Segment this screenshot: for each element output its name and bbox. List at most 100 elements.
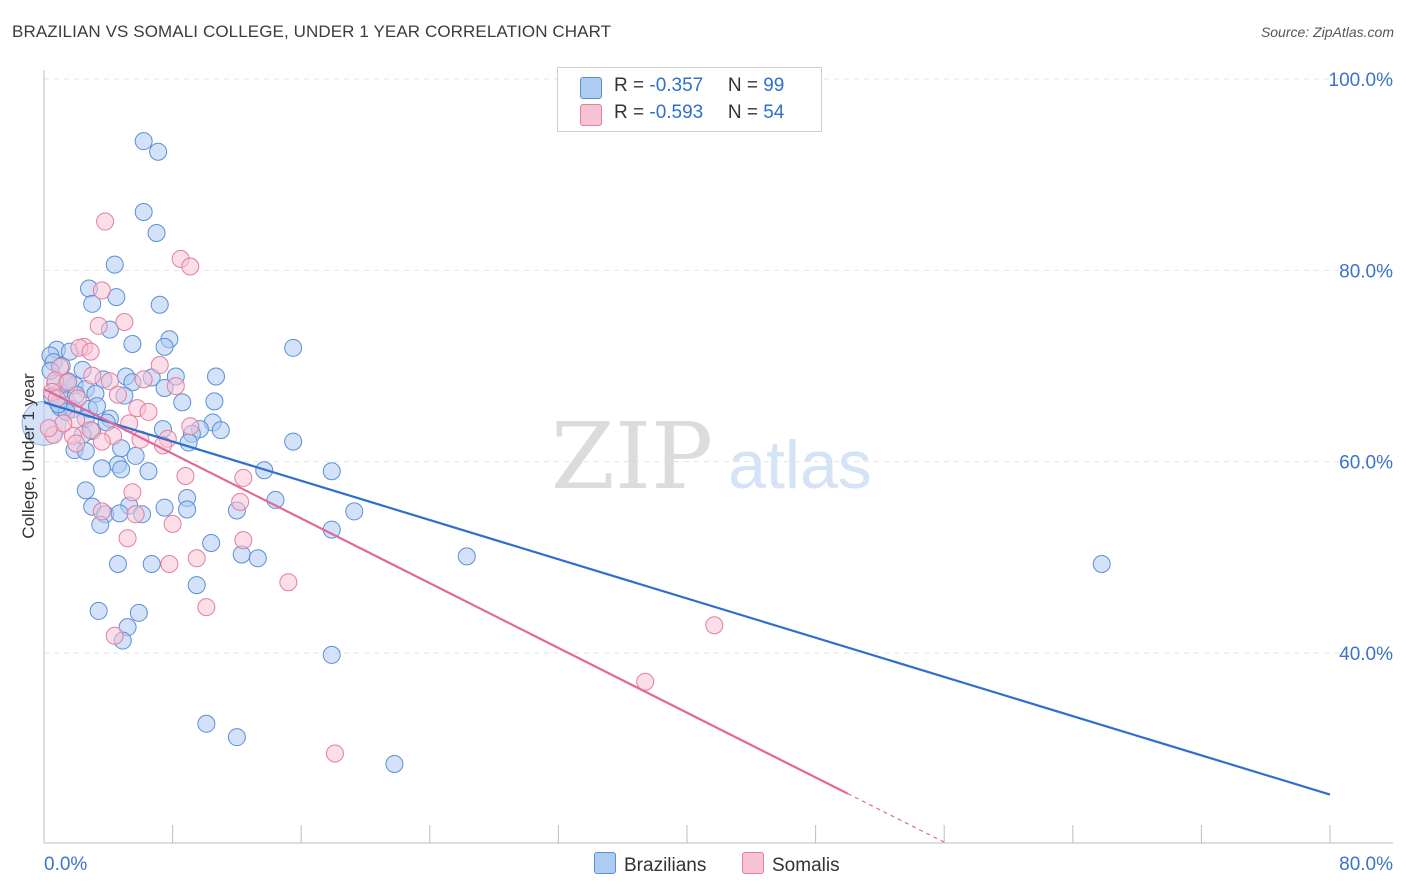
data-point xyxy=(284,432,303,451)
data-point xyxy=(59,373,78,392)
data-point xyxy=(207,367,226,386)
data-point xyxy=(457,547,476,566)
legend-n-value: 54 xyxy=(763,102,785,123)
data-point xyxy=(81,421,100,440)
bottom-legend-label: Somalis xyxy=(772,855,840,876)
data-point xyxy=(129,603,148,622)
data-point xyxy=(322,520,341,539)
data-point xyxy=(284,338,303,357)
x-tick-label: 80.0% xyxy=(1339,854,1393,875)
legend: R = -0.357 N = 99 R = -0.593 N = 54 xyxy=(557,67,822,132)
data-point xyxy=(173,393,192,412)
data-point xyxy=(211,421,230,440)
data-point xyxy=(39,419,58,438)
bottom-legend-swatch-pink xyxy=(742,852,764,874)
bottom-legend-somalis: Somalis xyxy=(742,852,840,877)
legend-text: R = -0.593 N = 54 xyxy=(614,102,784,124)
data-point xyxy=(105,626,124,645)
data-point xyxy=(205,392,224,411)
watermark-atlas: atlas xyxy=(728,427,872,503)
data-point xyxy=(385,754,404,773)
data-point xyxy=(322,462,341,481)
data-point xyxy=(155,337,174,356)
legend-r-label: R = xyxy=(614,102,650,123)
data-point xyxy=(187,576,206,595)
data-point xyxy=(187,549,206,568)
data-point xyxy=(89,601,108,620)
data-point xyxy=(134,370,153,389)
data-point xyxy=(345,502,364,521)
data-point xyxy=(178,500,197,519)
data-point xyxy=(76,481,95,500)
data-point xyxy=(1092,555,1111,574)
legend-r-label: R = xyxy=(614,75,650,96)
data-point xyxy=(227,728,246,747)
trend-line-brazilians xyxy=(43,401,1331,796)
legend-swatch-pink xyxy=(580,104,602,126)
y-tick-label: 80.0% xyxy=(1339,261,1393,282)
data-point xyxy=(181,417,200,436)
data-point xyxy=(92,432,111,451)
legend-n-label: N = xyxy=(727,102,764,123)
data-point xyxy=(67,434,86,453)
data-point xyxy=(105,255,124,274)
data-point xyxy=(123,483,142,502)
data-point xyxy=(83,366,102,385)
data-point xyxy=(322,645,341,664)
bottom-legend-label: Brazilians xyxy=(624,855,707,876)
data-point xyxy=(123,334,142,353)
data-point xyxy=(248,549,267,568)
data-point xyxy=(202,533,221,552)
y-tick-label: 40.0% xyxy=(1339,644,1393,665)
data-point xyxy=(139,402,158,421)
data-point xyxy=(139,462,158,481)
data-point xyxy=(325,744,344,763)
source-label: Source: ZipAtlas.com xyxy=(1260,24,1394,40)
watermark-zip: ZIP xyxy=(551,403,713,510)
data-point xyxy=(149,142,168,161)
data-point xyxy=(134,202,153,221)
bottom-legend-swatch-blue xyxy=(594,852,616,874)
data-point xyxy=(197,598,216,617)
y-tick-label: 100.0% xyxy=(1329,70,1394,91)
x-tick-label: 0.0% xyxy=(44,854,87,875)
data-point xyxy=(166,377,185,396)
data-point xyxy=(115,312,134,331)
data-point xyxy=(112,460,131,479)
data-point xyxy=(160,555,179,574)
axes xyxy=(43,70,1393,844)
bottom-legend-brazilians: Brazilians xyxy=(594,852,706,877)
legend-text: R = -0.357 N = 99 xyxy=(614,75,784,97)
data-point xyxy=(134,132,153,151)
data-point xyxy=(142,555,161,574)
grid xyxy=(44,78,1393,654)
trend-lines xyxy=(43,387,1331,843)
y-tick-label: 60.0% xyxy=(1339,453,1393,474)
data-point xyxy=(100,372,119,391)
data-point xyxy=(83,294,102,313)
data-point xyxy=(234,531,253,550)
data-point xyxy=(636,672,655,691)
y-axis-label: College, Under 1 year xyxy=(19,373,38,539)
data-point xyxy=(155,498,174,517)
data-point xyxy=(126,505,145,524)
data-point xyxy=(150,295,169,314)
legend-n-label: N = xyxy=(727,75,764,96)
data-point xyxy=(279,573,298,592)
data-point xyxy=(89,316,108,335)
data-point xyxy=(92,459,111,478)
legend-swatch-blue xyxy=(580,77,602,99)
data-point xyxy=(92,281,111,300)
data-point xyxy=(68,389,87,408)
data-point xyxy=(108,385,127,404)
data-point xyxy=(110,504,129,523)
trend-line-somalis xyxy=(43,387,849,795)
data-point xyxy=(705,616,724,635)
tick-labels: 40.0% 60.0% 80.0% 100.0% 0.0% 80.0% xyxy=(44,70,1393,875)
data-point xyxy=(118,529,137,548)
data-point xyxy=(81,342,100,361)
data-point xyxy=(92,502,111,521)
data-point xyxy=(234,468,253,487)
data-point xyxy=(163,514,182,533)
